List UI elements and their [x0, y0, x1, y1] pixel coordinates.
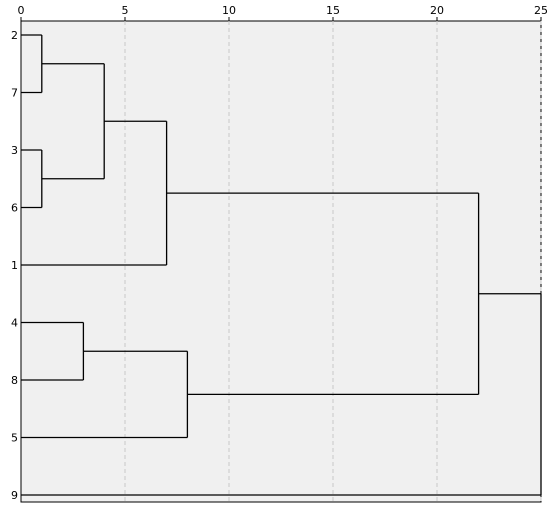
dendrogram-links	[21, 34, 542, 496]
x-tick-label: 10	[222, 4, 236, 17]
leaf-label: 7	[11, 87, 18, 100]
plot-area	[20, 20, 542, 503]
leaf-label: 5	[11, 432, 18, 445]
leaf-label: 4	[11, 317, 18, 330]
x-tick-label: 5	[122, 4, 129, 17]
x-tick-label: 25	[534, 4, 548, 17]
grid-lines	[124, 21, 542, 502]
leaf-label: 1	[11, 259, 18, 272]
x-tick-label: 20	[430, 4, 444, 17]
x-tick-label: 15	[326, 4, 340, 17]
x-tick-label: 0	[18, 4, 25, 17]
leaf-label: 8	[11, 374, 18, 387]
x-axis-ticks: 0 5 10 15 20 25	[18, 4, 548, 21]
leaf-label: 9	[11, 489, 18, 502]
leaf-label: 2	[11, 29, 18, 42]
leaf-label: 6	[11, 202, 18, 215]
leaf-label: 3	[11, 144, 18, 157]
leaf-labels: 2 7 3 6 1 4 8 5 9	[11, 29, 18, 502]
